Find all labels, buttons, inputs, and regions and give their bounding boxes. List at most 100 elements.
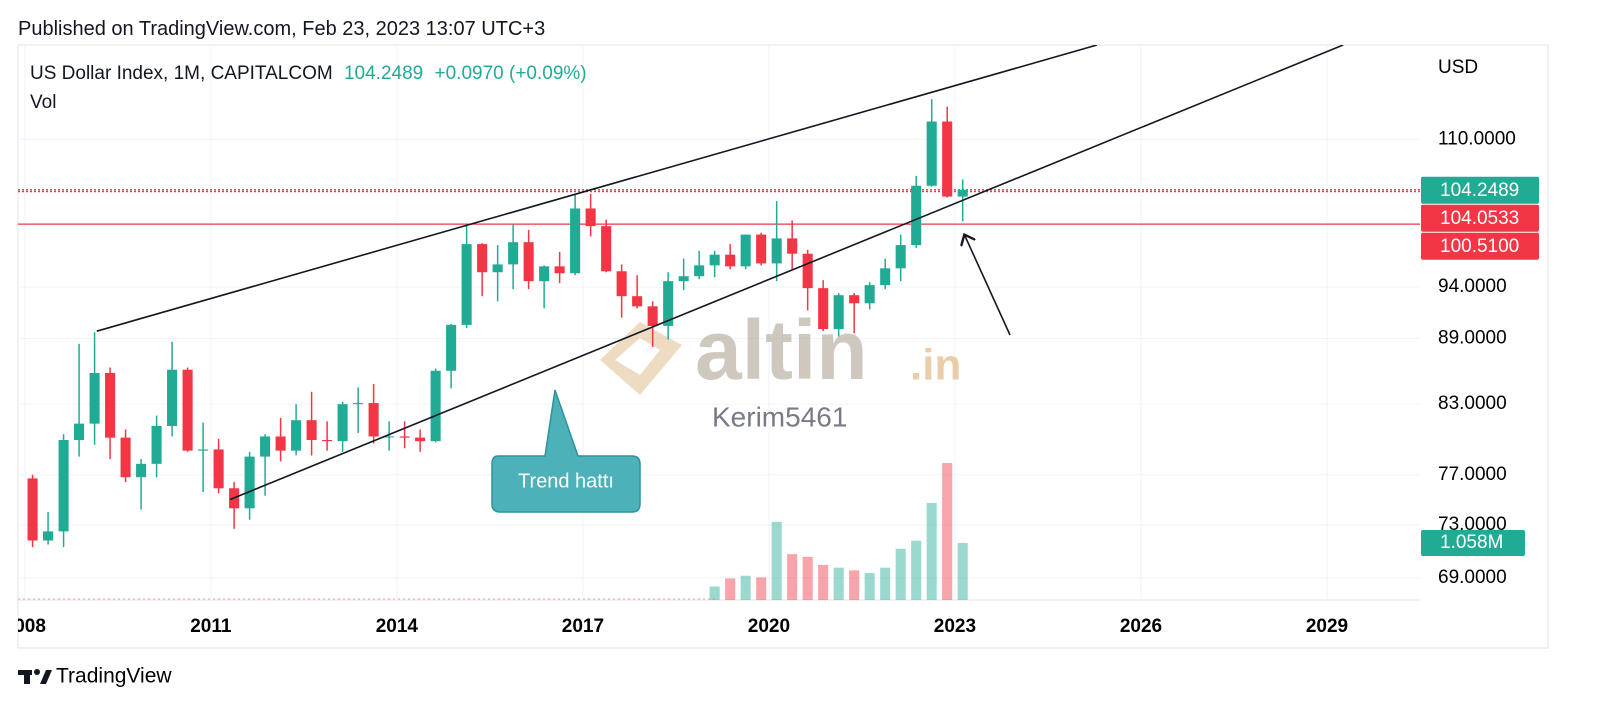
candle-body — [182, 369, 193, 451]
y-tick-label: 83.0000 — [1438, 393, 1507, 414]
candle-body — [554, 266, 565, 274]
symbol-title: US Dollar Index, 1M, CAPITALCOM — [30, 63, 333, 84]
price-tag — [1421, 176, 1539, 204]
y-tick-label: 89.0000 — [1438, 328, 1507, 349]
candle-body — [337, 404, 348, 442]
volume-bar — [880, 567, 891, 600]
watermark-logo-inner — [615, 338, 660, 375]
candle-body — [291, 420, 302, 451]
candle-body — [260, 436, 271, 457]
candle-body — [663, 281, 674, 326]
y-tick-label: 110.0000 — [1438, 128, 1516, 149]
trend-line — [96, 45, 1098, 332]
y-tick-label: 94.0000 — [1438, 276, 1507, 297]
y-tick-label: 69.0000 — [1438, 567, 1507, 588]
volume-bar — [926, 502, 937, 600]
tv-logo — [18, 669, 52, 684]
candle-body — [120, 437, 131, 478]
currency: USD — [1438, 57, 1478, 78]
volume-bar — [864, 573, 875, 600]
candle-body — [864, 285, 875, 304]
volume-tag-label: 1.058M — [1440, 532, 1503, 553]
candle-body — [694, 265, 705, 277]
volume-bar — [756, 577, 767, 600]
volume-tag — [1421, 529, 1525, 556]
candle-body — [787, 238, 798, 254]
candle-body — [849, 295, 860, 304]
candle-body — [957, 189, 968, 197]
candle-body — [415, 437, 426, 442]
x-tick-label: 2029 — [1306, 616, 1348, 637]
watermark-brand: altin — [695, 303, 868, 397]
candle-body — [508, 242, 519, 265]
watermark-suffix: .in — [910, 341, 961, 390]
volume-bar — [725, 578, 736, 600]
candle-body — [244, 456, 255, 509]
legend: US Dollar Index, 1M, CAPITALCOM 104.2489… — [30, 63, 587, 85]
x-tick-label: 2014 — [376, 616, 419, 637]
candle-body — [384, 436, 395, 438]
candle-body — [167, 369, 178, 426]
candle-body — [523, 242, 534, 282]
price-tag-label: 104.2489 — [1440, 180, 1519, 201]
candle-body — [802, 253, 813, 289]
candle-body — [585, 208, 596, 227]
last-price: 104.2489 — [343, 63, 424, 84]
candle-body — [911, 185, 922, 246]
candle-body — [492, 264, 503, 273]
candle-body — [756, 234, 767, 264]
volume-bar — [849, 570, 860, 600]
candle-body — [570, 208, 581, 274]
arrow — [965, 236, 1011, 336]
volume-bar — [818, 564, 829, 600]
candle-body — [616, 271, 627, 297]
candle-body — [136, 463, 147, 478]
volume-bar — [740, 575, 751, 600]
candle-body — [740, 234, 751, 267]
volume-bar — [833, 567, 844, 600]
candle-body — [430, 370, 441, 442]
publish-header: Published on TradingView.com, Feb 23, 20… — [18, 18, 546, 40]
volume-bar — [709, 586, 720, 600]
candle-body — [368, 403, 379, 437]
x-tick-label: 2011 — [190, 616, 232, 637]
candle-body — [89, 372, 100, 424]
candle-body — [678, 276, 689, 282]
price-change: +0.0970 (+0.09%) — [434, 63, 587, 84]
volume-bar — [911, 540, 922, 600]
candle-body — [818, 288, 829, 330]
candle-body — [926, 121, 937, 186]
x-tick-label: 2017 — [562, 616, 604, 637]
author: Kerim5461 — [712, 401, 847, 432]
x-tick-label: 2026 — [1120, 616, 1162, 637]
volume-bar — [957, 542, 968, 600]
candle-body — [43, 531, 54, 541]
watermark: altin .in — [600, 303, 961, 397]
candle-body — [105, 372, 116, 438]
trend-line — [229, 45, 1344, 501]
candle-body — [229, 488, 240, 509]
y-tick-label: 73.0000 — [1438, 514, 1507, 535]
price-tag-label: 104.0533 — [1440, 208, 1519, 229]
candle-body — [399, 436, 410, 438]
candle-body — [601, 226, 612, 272]
watermark-logo — [600, 322, 682, 395]
candle-body — [771, 238, 782, 264]
volume-bar — [802, 556, 813, 600]
candle-body — [58, 439, 69, 532]
price-tag — [1421, 204, 1539, 232]
volume-bar — [942, 463, 953, 600]
price-tag — [1421, 232, 1539, 260]
candle-body — [27, 478, 38, 541]
candle-body — [322, 439, 333, 442]
candle-body — [213, 449, 224, 489]
volume-bar — [787, 554, 798, 600]
callout-box — [491, 389, 641, 513]
candle-body — [306, 420, 317, 440]
x-tick-label: 2020 — [748, 616, 790, 637]
candle-body — [151, 425, 162, 464]
candle-body — [198, 449, 209, 451]
candle-body — [539, 266, 550, 282]
volume-bar — [895, 548, 906, 600]
